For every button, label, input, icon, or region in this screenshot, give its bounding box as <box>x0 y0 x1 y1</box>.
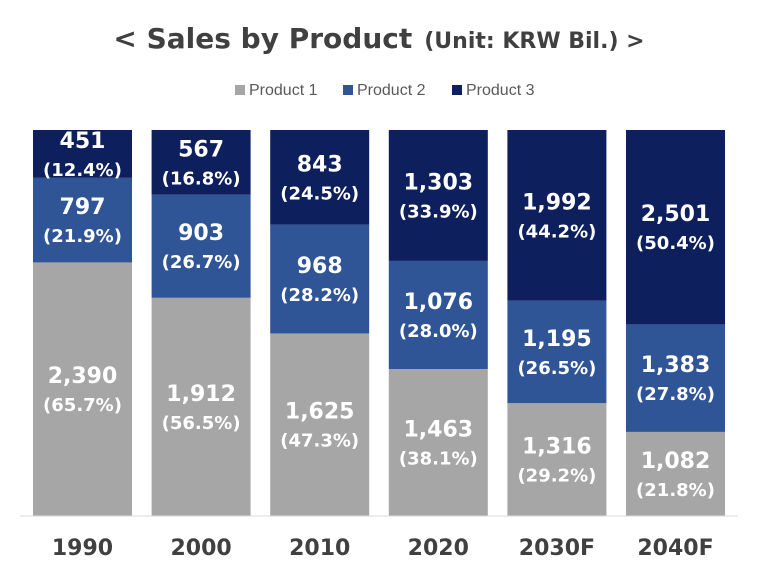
share-label-2040F-series-2: (27.8%) <box>636 384 715 405</box>
chart-title-main: < Sales by Product <box>113 22 412 55</box>
bar-2000-series-1 <box>151 297 251 516</box>
legend: Product 1 Product 2 Product 3 <box>235 82 535 99</box>
x-tick-1990: 1990 <box>52 536 113 561</box>
value-label-2030F-series-3: 1,992 <box>522 190 592 215</box>
value-label-1990-series-2: 797 <box>60 195 106 220</box>
value-label-2040F-series-2: 1,383 <box>641 353 711 378</box>
bar-1990-series-1 <box>33 262 132 516</box>
share-label-2000-series-3: (16.8%) <box>162 168 241 189</box>
x-tick-labels: 1990 2000 2010 2020 2030F 2040F <box>52 536 714 561</box>
bar-2010-series-1 <box>270 333 370 516</box>
share-label-2040F-series-1: (21.8%) <box>636 480 715 501</box>
share-label-2040F-series-3: (50.4%) <box>636 233 715 254</box>
value-label-2010-series-2: 968 <box>297 254 343 279</box>
bar-2020-series-3 <box>388 130 488 261</box>
value-label-2000-series-3: 567 <box>178 137 224 162</box>
x-tick-2030F: 2030F <box>519 536 595 561</box>
legend-label-1: Product 1 <box>249 82 318 99</box>
legend-swatch-1 <box>235 85 245 95</box>
bar-2040F-series-1 <box>626 431 725 516</box>
x-tick-2010: 2010 <box>289 536 350 561</box>
share-label-1990-series-2: (21.9%) <box>43 226 122 247</box>
legend-swatch-3 <box>452 85 462 95</box>
value-label-2030F-series-1: 1,316 <box>522 435 592 460</box>
value-label-2010-series-1: 1,625 <box>285 400 355 425</box>
bar-2030F-series-1 <box>507 403 607 516</box>
value-label-2000-series-2: 903 <box>178 221 224 246</box>
bars-group: 2,390 (65.7%) 797 (21.9%) 451 (12.4%) 1,912 (56… <box>33 129 725 516</box>
share-label-2030F-series-1: (29.2%) <box>517 466 596 487</box>
value-label-2040F-series-3: 2,501 <box>641 202 711 227</box>
bar-2030F-series-3 <box>507 130 607 301</box>
share-label-1990-series-3: (12.4%) <box>43 160 122 181</box>
share-label-2010-series-3: (24.5%) <box>280 183 359 204</box>
share-label-2010-series-2: (28.2%) <box>280 285 359 306</box>
bar-2010-series-3 <box>270 130 370 225</box>
share-label-2000-series-1: (56.5%) <box>162 413 241 434</box>
share-label-2020-series-3: (33.9%) <box>399 201 478 222</box>
x-tick-2020: 2020 <box>408 536 469 561</box>
legend-label-2: Product 2 <box>357 82 426 99</box>
value-label-2010-series-3: 843 <box>297 152 343 177</box>
legend-label-3: Product 3 <box>466 82 535 99</box>
share-label-2020-series-1: (38.1%) <box>399 449 478 470</box>
value-label-2020-series-3: 1,303 <box>404 170 474 195</box>
bar-1990-series-3 <box>33 130 132 178</box>
bar-2000-series-3 <box>151 130 251 195</box>
bar-1990-series-2 <box>33 177 132 263</box>
value-label-1990-series-1: 2,390 <box>48 364 118 389</box>
share-label-2010-series-1: (47.3%) <box>280 431 359 452</box>
value-label-1990-series-3: 451 <box>60 129 106 154</box>
bar-2040F-series-2 <box>626 324 725 432</box>
bar-2020-series-2 <box>388 260 488 370</box>
share-label-2030F-series-3: (44.2%) <box>517 221 596 242</box>
x-tick-2000: 2000 <box>170 536 231 561</box>
value-label-2040F-series-1: 1,082 <box>641 449 711 474</box>
value-label-2020-series-1: 1,463 <box>404 418 474 443</box>
share-label-2030F-series-2: (26.5%) <box>517 358 596 379</box>
value-label-2000-series-1: 1,912 <box>166 382 236 407</box>
bar-2020-series-1 <box>388 369 488 516</box>
share-label-2000-series-2: (26.7%) <box>162 252 241 273</box>
bar-2030F-series-2 <box>507 300 607 404</box>
bar-2010-series-2 <box>270 224 370 334</box>
share-label-2020-series-2: (28.0%) <box>399 321 478 342</box>
chart-title-unit: (Unit: KRW Bil.) > <box>424 29 644 54</box>
bar-2040F-series-3 <box>626 130 725 325</box>
x-tick-2040F: 2040F <box>637 536 713 561</box>
legend-swatch-2 <box>343 85 353 95</box>
value-label-2020-series-2: 1,076 <box>404 290 474 315</box>
chart-title: < Sales by Product (Unit: KRW Bil.) > <box>113 22 644 55</box>
value-label-2030F-series-2: 1,195 <box>522 327 592 352</box>
bar-2000-series-2 <box>151 194 251 298</box>
share-label-1990-series-1: (65.7%) <box>43 395 122 416</box>
